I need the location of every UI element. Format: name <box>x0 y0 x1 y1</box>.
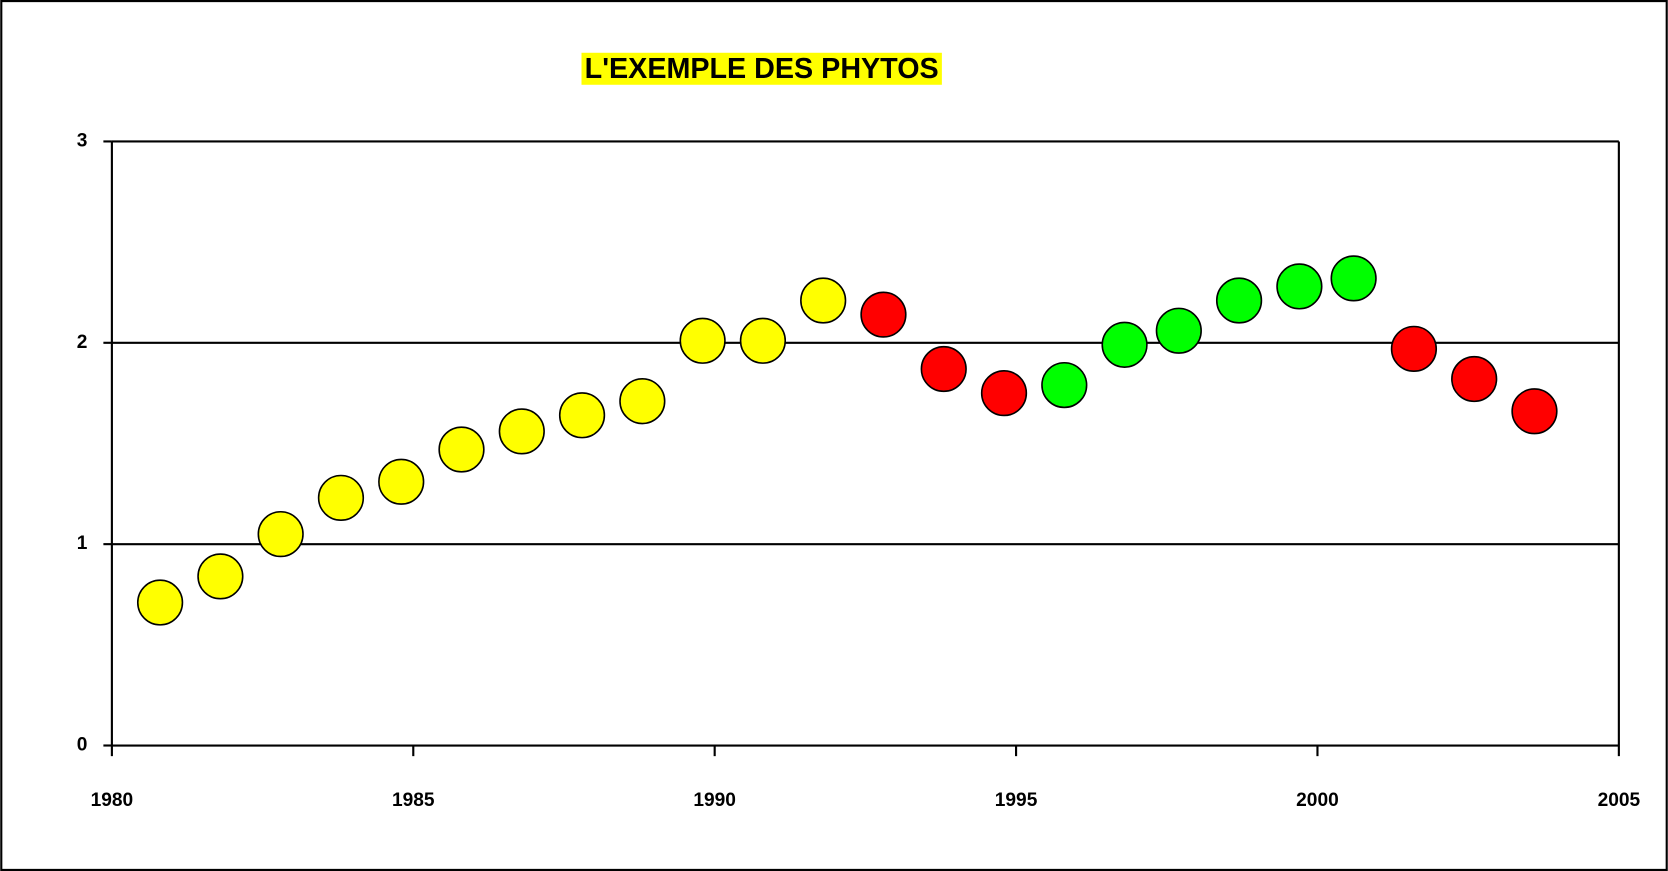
point <box>498 408 545 455</box>
point <box>619 378 666 425</box>
y-tick-label: 0 <box>77 735 88 756</box>
point <box>1155 307 1202 354</box>
point <box>317 474 365 521</box>
y-tick-label: 3 <box>77 131 88 152</box>
point <box>980 370 1028 417</box>
point <box>1390 325 1438 372</box>
point <box>739 317 787 364</box>
point <box>860 291 907 338</box>
x-tick-label: 1985 <box>392 790 435 811</box>
x-tick-label: 1995 <box>995 790 1038 811</box>
point <box>800 277 847 324</box>
point <box>920 345 967 393</box>
point <box>679 317 726 364</box>
x-tick-label: 1990 <box>693 790 736 811</box>
point <box>1276 263 1323 310</box>
point <box>438 426 485 473</box>
point <box>378 458 425 505</box>
point <box>1101 321 1148 368</box>
y-tick-label: 1 <box>77 533 88 554</box>
point <box>558 392 606 439</box>
chart-title: L'EXEMPLE DES PHYTOS <box>585 53 939 85</box>
title-highlight <box>581 52 942 85</box>
point <box>1451 355 1498 403</box>
point <box>1041 361 1088 409</box>
point <box>136 579 184 626</box>
x-tick-label: 2005 <box>1598 790 1641 811</box>
y-tick-label: 2 <box>77 332 88 353</box>
point <box>1330 255 1377 302</box>
point <box>1215 277 1263 324</box>
point <box>197 553 244 600</box>
point <box>257 510 304 558</box>
x-tick-label: 2000 <box>1296 790 1339 811</box>
point <box>1511 388 1558 435</box>
x-tick-label: 1980 <box>91 790 134 811</box>
